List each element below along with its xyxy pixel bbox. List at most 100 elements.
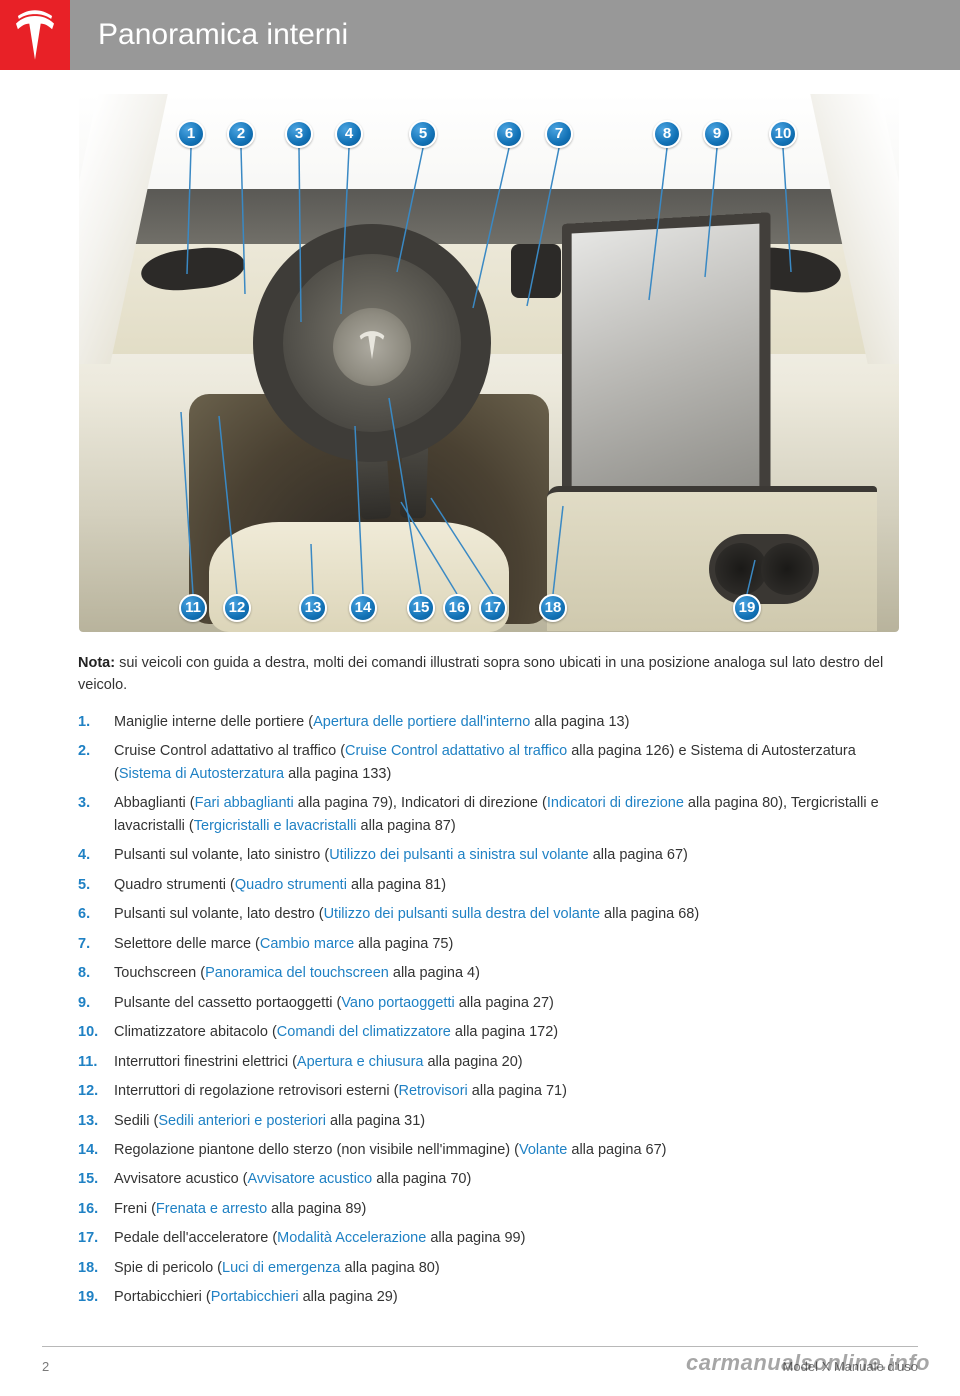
cross-ref-link[interactable]: Volante xyxy=(519,1142,567,1158)
list-text: Interruttori finestrini elettrici ( xyxy=(114,1054,297,1070)
cross-ref-link[interactable]: Frenata e arresto xyxy=(156,1201,267,1217)
cross-ref-link[interactable]: Comandi del climatizzatore xyxy=(277,1024,451,1040)
list-item: 17.Pedale dell'acceleratore (Modalità Ac… xyxy=(78,1227,900,1249)
cross-ref-link[interactable]: Apertura e chiusura xyxy=(297,1054,424,1070)
list-body: Cruise Control adattativo al traffico (C… xyxy=(114,743,856,781)
list-body: Maniglie interne delle portiere (Apertur… xyxy=(114,714,629,730)
list-body: Pulsanti sul volante, lato sinistro (Uti… xyxy=(114,847,688,863)
cross-ref-link[interactable]: Apertura delle portiere dall'interno xyxy=(313,714,530,730)
callout-12: 12 xyxy=(223,594,251,622)
list-body: Quadro strumenti (Quadro strumenti alla … xyxy=(114,877,446,893)
cross-ref-link[interactable]: Indicatori di direzione xyxy=(547,795,684,811)
callout-13: 13 xyxy=(299,594,327,622)
callout-6: 6 xyxy=(495,120,523,148)
list-number: 15. xyxy=(78,1168,98,1190)
list-text: Freni ( xyxy=(114,1201,156,1217)
cross-ref-link[interactable]: Luci di emergenza xyxy=(222,1260,341,1276)
list-number: 7. xyxy=(78,933,90,955)
cross-ref-link[interactable]: Portabicchieri xyxy=(211,1289,299,1305)
list-item: 10. Climatizzatore abitacolo (Comandi del… xyxy=(78,1021,900,1043)
list-item: 2. Cruise Control adattativo al traffico … xyxy=(78,740,900,785)
callout-11: 11 xyxy=(179,594,207,622)
callout-10: 10 xyxy=(769,120,797,148)
list-number: 4. xyxy=(78,844,90,866)
list-item: 14. Regolazione piantone dello sterzo (no… xyxy=(78,1139,900,1161)
list-number: 14. xyxy=(78,1139,98,1161)
list-body: Pulsante del cassetto portaoggetti (Vano… xyxy=(114,995,554,1011)
list-number: 6. xyxy=(78,903,90,925)
list-text: Regolazione piantone dello sterzo (non v… xyxy=(114,1142,519,1158)
list-text: Interruttori di regolazione retrovisori … xyxy=(114,1083,398,1099)
list-text: Maniglie interne delle portiere ( xyxy=(114,714,313,730)
cross-ref-link[interactable]: Sedili anteriori e posteriori xyxy=(158,1113,326,1129)
callout-9: 9 xyxy=(703,120,731,148)
cross-ref-link[interactable]: Quadro strumenti xyxy=(235,877,347,893)
list-number: 2. xyxy=(78,740,90,762)
cross-ref-link[interactable]: Tergicristalli e lavacristalli xyxy=(194,818,357,834)
list-text: Portabicchieri ( xyxy=(114,1289,211,1305)
list-body: Interruttori finestrini elettrici (Apert… xyxy=(114,1054,523,1070)
interior-diagram: 12345678910111213141516171819 xyxy=(79,94,899,632)
list-text: alla pagina 67) xyxy=(589,847,688,863)
list-number: 12. xyxy=(78,1080,98,1102)
list-item: 8.Touchscreen (Panoramica del touchscree… xyxy=(78,962,900,984)
numbered-list: 1.Maniglie interne delle portiere (Apert… xyxy=(78,711,900,1309)
callout-4: 4 xyxy=(335,120,363,148)
list-body: Selettore delle marce (Cambio marce alla… xyxy=(114,936,453,952)
cross-ref-link[interactable]: Utilizzo dei pulsanti a sinistra sul vol… xyxy=(329,847,589,863)
cross-ref-link[interactable]: Vano portaoggetti xyxy=(341,995,454,1011)
list-item: 18.Spie di pericolo (Luci di emergenza a… xyxy=(78,1257,900,1279)
list-text: Abbaglianti ( xyxy=(114,795,195,811)
cross-ref-link[interactable]: Cambio marce xyxy=(260,936,354,952)
list-text: alla pagina 172) xyxy=(451,1024,558,1040)
list-text: Pedale dell'acceleratore ( xyxy=(114,1230,277,1246)
list-body: Portabicchieri (Portabicchieri alla pagi… xyxy=(114,1289,398,1305)
list-text: alla pagina 99) xyxy=(426,1230,525,1246)
cross-ref-link[interactable]: Sistema di Autosterzatura xyxy=(119,766,284,782)
list-body: Avvisatore acustico (Avvisatore acustico… xyxy=(114,1171,471,1187)
diagram-leader-lines xyxy=(79,94,899,632)
list-text: Climatizzatore abitacolo ( xyxy=(114,1024,277,1040)
list-text: Touchscreen ( xyxy=(114,965,205,981)
cross-ref-link[interactable]: Cruise Control adattativo al traffico xyxy=(345,743,567,759)
cross-ref-link[interactable]: Avvisatore acustico xyxy=(248,1171,373,1187)
list-body: Pulsanti sul volante, lato destro (Utili… xyxy=(114,906,699,922)
list-text: Sedili ( xyxy=(114,1113,158,1129)
list-text: Pulsante del cassetto portaoggetti ( xyxy=(114,995,341,1011)
list-body: Spie di pericolo (Luci di emergenza alla… xyxy=(114,1260,440,1276)
list-body: Touchscreen (Panoramica del touchscreen … xyxy=(114,965,480,981)
note-paragraph: Nota: sui veicoli con guida a destra, mo… xyxy=(78,652,900,697)
tesla-logo-badge xyxy=(0,0,70,70)
callout-2: 2 xyxy=(227,120,255,148)
callout-1: 1 xyxy=(177,120,205,148)
list-number: 19. xyxy=(78,1286,98,1308)
list-text: alla pagina 20) xyxy=(423,1054,522,1070)
callout-3: 3 xyxy=(285,120,313,148)
list-item: 6. Pulsanti sul volante, lato destro (Uti… xyxy=(78,903,900,925)
page-content: 12345678910111213141516171819 Nota: sui … xyxy=(0,70,960,1309)
callout-16: 16 xyxy=(443,594,471,622)
list-text: alla pagina 29) xyxy=(299,1289,398,1305)
cross-ref-link[interactable]: Utilizzo dei pulsanti sulla destra del v… xyxy=(324,906,600,922)
cross-ref-link[interactable]: Retrovisori xyxy=(398,1083,467,1099)
list-item: 5.Quadro strumenti (Quadro strumenti all… xyxy=(78,874,900,896)
callout-15: 15 xyxy=(407,594,435,622)
list-body: Abbaglianti (Fari abbaglianti alla pagin… xyxy=(114,795,879,833)
list-text: alla pagina 27) xyxy=(455,995,554,1011)
list-item: 4. Pulsanti sul volante, lato sinistro (U… xyxy=(78,844,900,866)
cross-ref-link[interactable]: Modalità Accelerazione xyxy=(277,1230,426,1246)
callout-17: 17 xyxy=(479,594,507,622)
list-number: 10. xyxy=(78,1021,98,1043)
list-body: Sedili (Sedili anteriori e posteriori al… xyxy=(114,1113,425,1129)
cross-ref-link[interactable]: Fari abbaglianti xyxy=(195,795,294,811)
watermark: carmanualsonline.info xyxy=(686,1346,930,1380)
list-text: alla pagina 133) xyxy=(284,766,391,782)
callout-18: 18 xyxy=(539,594,567,622)
list-item: 15. Avvisatore acustico (Avvisatore acust… xyxy=(78,1168,900,1190)
list-item: 16.Freni (Frenata e arresto alla pagina … xyxy=(78,1198,900,1220)
list-number: 13. xyxy=(78,1110,98,1132)
list-text: alla pagina 75) xyxy=(354,936,453,952)
list-body: Climatizzatore abitacolo (Comandi del cl… xyxy=(114,1024,558,1040)
cross-ref-link[interactable]: Panoramica del touchscreen xyxy=(205,965,389,981)
page-number: 2 xyxy=(42,1357,49,1377)
